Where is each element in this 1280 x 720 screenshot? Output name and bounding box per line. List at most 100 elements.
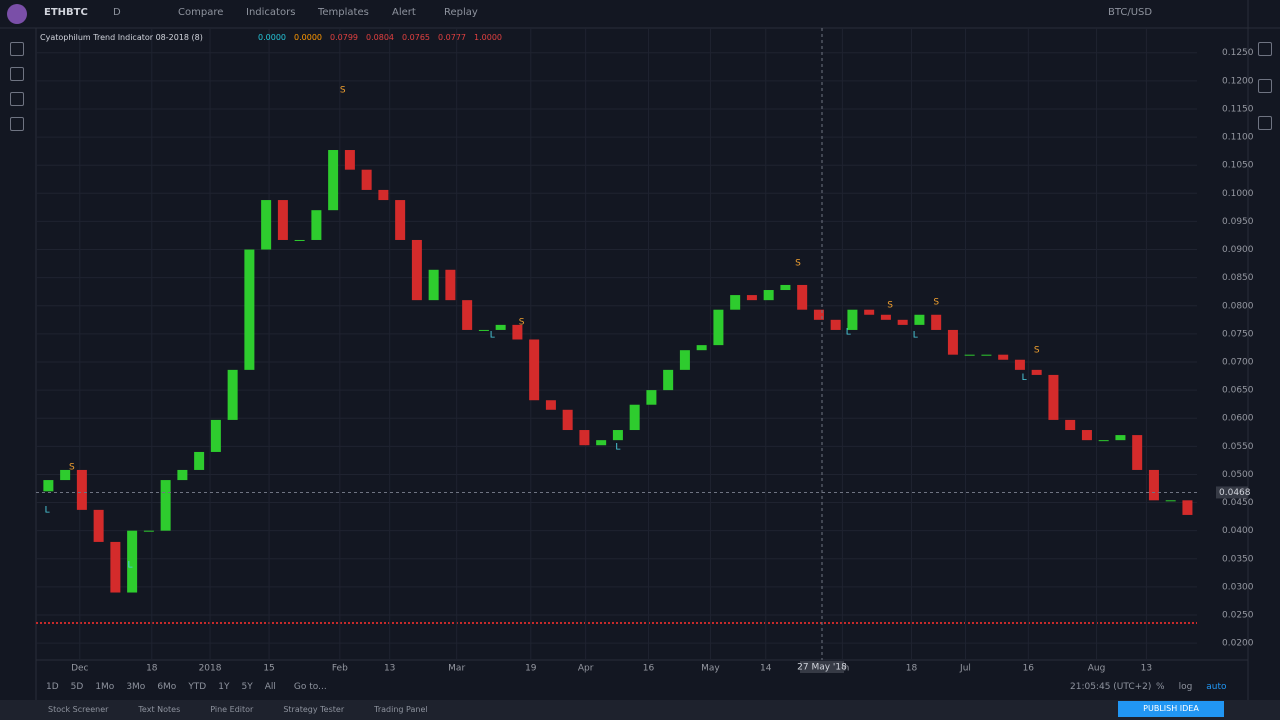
scale-option[interactable]: log [1178, 682, 1193, 692]
date-tag [800, 661, 844, 673]
signal-label: L [615, 442, 620, 452]
toolbar-button[interactable]: Replay [444, 7, 478, 18]
ranges: 1D 5D 1Mo 3Mo 6Mo YTD 1Y 5Y All Go to... [46, 682, 327, 692]
range-button[interactable]: 1Y [218, 682, 230, 692]
currency[interactable]: BTC/USD [1108, 7, 1153, 18]
range-button[interactable]: All [264, 682, 276, 692]
candle-body [428, 269, 439, 301]
signal-label: L [1022, 373, 1027, 383]
candle-body [395, 200, 406, 240]
toolbar-button[interactable]: Templates [318, 7, 369, 18]
tool-icon[interactable] [10, 42, 24, 56]
candle-body [545, 400, 556, 410]
tab[interactable]: Pine Editor [210, 705, 254, 714]
y-tick-label: 0.0300 [1222, 582, 1254, 592]
tool-icon[interactable] [10, 67, 24, 81]
candle-body [378, 189, 389, 201]
x-tick-label: 13 [1141, 664, 1152, 674]
range-button[interactable]: 1D [46, 682, 59, 692]
candle-body [60, 469, 71, 481]
range-button[interactable]: YTD [188, 682, 207, 692]
candle-body [864, 309, 875, 315]
scale-options: % log auto [1156, 682, 1241, 692]
avatar[interactable] [7, 4, 27, 24]
side-icon[interactable] [1258, 116, 1272, 130]
candle-body [947, 329, 958, 355]
x-tick-label: May [701, 664, 720, 674]
candle-body [344, 150, 355, 170]
x-tick-label: 18 [906, 664, 918, 674]
x-tick-label: 14 [760, 664, 772, 674]
candle-body [177, 469, 188, 481]
value: 0.0000 [294, 33, 322, 42]
x-tick-label: Mar [448, 664, 465, 674]
candle-body [780, 284, 791, 291]
candle-body [830, 319, 841, 330]
candle-body [227, 369, 238, 420]
candle-body [1182, 500, 1193, 515]
tab[interactable]: Text Notes [138, 705, 181, 714]
indicator-values: 0.0000 0.0000 0.0799 0.0804 0.0765 0.0777 1.00… [258, 33, 510, 42]
value: 0.0799 [330, 33, 358, 42]
value: 1.0000 [474, 33, 502, 42]
tool-icon[interactable] [10, 92, 24, 106]
scale-option[interactable]: % [1156, 682, 1165, 692]
signal-label: L [913, 331, 918, 341]
range-button[interactable]: 5D [70, 682, 84, 692]
toolbar-button[interactable]: Alert [392, 7, 416, 18]
price-tag [1216, 486, 1248, 499]
x-tick-label: Aug [1088, 664, 1106, 674]
candle-body [361, 169, 372, 190]
interval[interactable]: D [113, 7, 121, 18]
signal-label: S [933, 297, 939, 307]
toolbar-button[interactable]: Compare [178, 7, 224, 18]
signal-label: S [795, 259, 801, 269]
range-button[interactable]: 6Mo [157, 682, 177, 692]
side-icon[interactable] [1258, 42, 1272, 56]
x-tick-label: Dec [71, 664, 88, 674]
range-button[interactable]: 1Mo [95, 682, 115, 692]
candle-body [210, 419, 221, 452]
x-tick-label: 13 [384, 664, 395, 674]
x-tick-label: 15 [263, 664, 274, 674]
publish-button[interactable]: PUBLISH IDEA [1118, 701, 1224, 717]
goto-button[interactable]: Go to... [293, 682, 327, 692]
x-tick-label: Jul [959, 664, 971, 674]
candle-body [1031, 369, 1042, 375]
scale-option[interactable]: auto [1206, 682, 1227, 692]
candle-body [160, 480, 171, 531]
x-tick-label: Feb [332, 664, 348, 674]
candle-body [998, 354, 1009, 360]
candle-body [512, 324, 523, 340]
candle-body [311, 210, 322, 240]
y-tick-label: 0.0400 [1222, 526, 1254, 536]
candle-body [914, 314, 925, 325]
crosshair-price: 0.0468 [1219, 488, 1251, 498]
candle-body [596, 440, 607, 446]
range-button[interactable]: 5Y [241, 682, 253, 692]
candle-body [746, 295, 757, 301]
candle-body [562, 409, 573, 431]
toolbar-button[interactable]: Indicators [246, 7, 296, 18]
symbol[interactable]: ETHBTC [44, 7, 88, 18]
tab[interactable]: Strategy Tester [283, 705, 345, 714]
candle-body [261, 200, 272, 250]
candle-body [797, 284, 808, 310]
signal-label: S [340, 85, 346, 95]
candle-body [462, 300, 473, 330]
range-button[interactable]: 3Mo [126, 682, 146, 692]
tool-icon[interactable] [10, 117, 24, 131]
candle-body [1098, 440, 1109, 442]
y-tick-label: 0.0800 [1222, 301, 1254, 311]
y-tick-label: 0.1250 [1222, 48, 1254, 58]
y-tick-label: 0.1100 [1222, 133, 1254, 143]
top-bar [0, 0, 1280, 28]
tab[interactable]: Stock Screener [48, 705, 109, 714]
indicator-name[interactable]: Cyatophilum Trend Indicator 08-2018 (8) [40, 33, 203, 42]
candle-body [445, 269, 456, 301]
side-icon[interactable] [1258, 79, 1272, 93]
x-tick-label: Apr [578, 664, 594, 674]
crosshair-date: 27 May '18 [797, 663, 847, 673]
tab[interactable]: Trading Panel [374, 705, 428, 714]
candle-body [244, 249, 255, 370]
